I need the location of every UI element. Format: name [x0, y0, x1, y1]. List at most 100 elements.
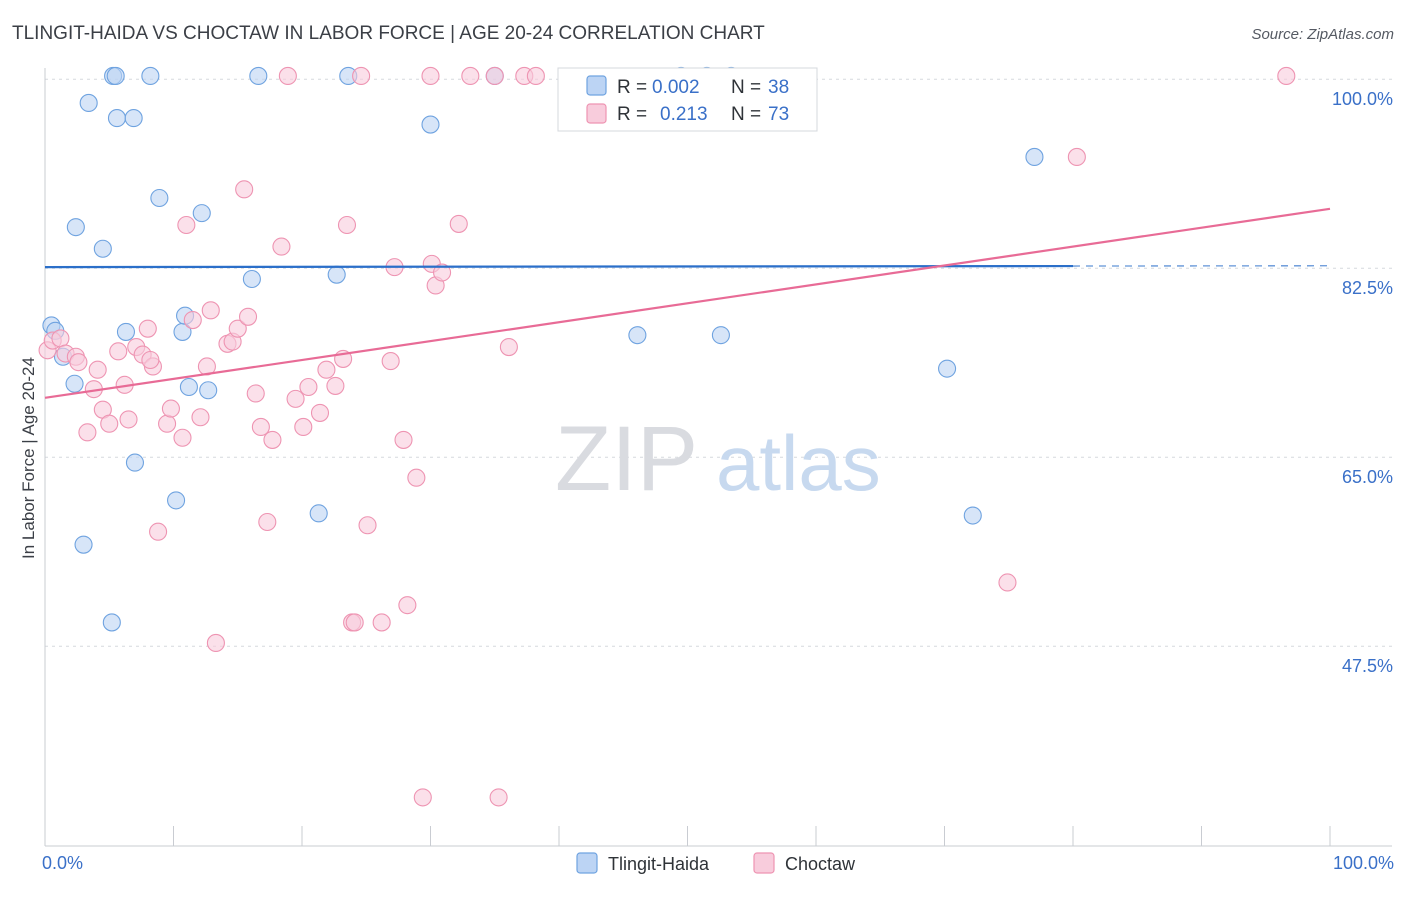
- point-tlingit-haida-10: [103, 614, 120, 631]
- point-choctaw-13: [120, 411, 137, 428]
- point-choctaw-35: [259, 514, 276, 531]
- trend-layer: [45, 209, 1330, 398]
- stats-n-label-choctaw: N =: [731, 104, 766, 125]
- point-choctaw-21: [174, 429, 191, 446]
- point-choctaw-20: [162, 400, 179, 417]
- point-choctaw-6: [79, 424, 96, 441]
- watermark-atlas: atlas: [716, 419, 881, 507]
- y-tick-label-0: 100.0%: [1332, 89, 1393, 109]
- stats-r-value-tlingit-haida: 0.002: [652, 77, 700, 98]
- point-tlingit-haida-3: [66, 375, 83, 392]
- point-choctaw-63: [486, 67, 503, 84]
- point-tlingit-haida-15: [142, 67, 159, 84]
- point-choctaw-49: [359, 517, 376, 534]
- point-tlingit-haida-35: [939, 360, 956, 377]
- point-choctaw-22: [178, 217, 195, 234]
- point-choctaw-67: [527, 67, 544, 84]
- stats-r-value-choctaw: 0.213: [660, 104, 708, 125]
- trend-line-tlingit-haida: [45, 266, 1073, 267]
- point-choctaw-5: [70, 354, 87, 371]
- point-tlingit-haida-12: [117, 323, 134, 340]
- point-choctaw-19: [159, 415, 176, 432]
- point-choctaw-68: [346, 614, 363, 631]
- trend-line-choctaw: [45, 209, 1330, 398]
- stats-n-value-choctaw: 73: [768, 104, 789, 125]
- point-tlingit-haida-23: [243, 271, 260, 288]
- point-choctaw-24: [192, 409, 209, 426]
- point-choctaw-59: [422, 67, 439, 84]
- stats-r-label-choctaw: R =: [617, 104, 652, 125]
- point-choctaw-23: [184, 312, 201, 329]
- stats-r-label-tlingit-haida: R =: [617, 77, 652, 98]
- point-choctaw-40: [295, 418, 312, 435]
- point-tlingit-haida-6: [80, 94, 97, 111]
- point-choctaw-61: [450, 215, 467, 232]
- point-choctaw-37: [273, 238, 290, 255]
- stats-n-label-tlingit-haida: N =: [731, 77, 766, 98]
- point-tlingit-haida-11: [108, 110, 125, 127]
- point-tlingit-haida-28: [422, 116, 439, 133]
- point-tlingit-haida-21: [193, 205, 210, 222]
- point-tlingit-haida-34: [712, 327, 729, 344]
- point-choctaw-43: [318, 361, 335, 378]
- point-choctaw-70: [1068, 148, 1085, 165]
- y-tick-label-3: 47.5%: [1342, 656, 1393, 676]
- point-choctaw-41: [300, 379, 317, 396]
- point-tlingit-haida-22: [200, 382, 217, 399]
- point-choctaw-71: [1278, 67, 1295, 84]
- point-choctaw-72: [142, 352, 159, 369]
- stats-n-value-tlingit-haida: 38: [768, 77, 789, 98]
- point-choctaw-55: [408, 469, 425, 486]
- stats-swatch-tlingit-haida: [587, 76, 606, 95]
- y-tick-label-1: 82.5%: [1342, 278, 1393, 298]
- point-choctaw-26: [202, 302, 219, 319]
- point-choctaw-65: [500, 339, 517, 356]
- point-choctaw-16: [139, 320, 156, 337]
- point-tlingit-haida-16: [151, 190, 168, 207]
- point-choctaw-42: [311, 404, 328, 421]
- point-choctaw-69: [999, 574, 1016, 591]
- watermark-zip: ZIP: [555, 408, 698, 510]
- point-choctaw-27: [207, 634, 224, 651]
- point-choctaw-64: [490, 789, 507, 806]
- watermark: ZIP atlas: [555, 408, 881, 510]
- point-choctaw-2: [52, 330, 69, 347]
- point-choctaw-8: [89, 361, 106, 378]
- point-tlingit-haida-4: [67, 219, 84, 236]
- series-legend: Tlingit-Haida Choctaw: [577, 853, 856, 874]
- point-tlingit-haida-24: [250, 67, 267, 84]
- point-choctaw-18: [150, 523, 167, 540]
- point-choctaw-62: [462, 67, 479, 84]
- point-choctaw-56: [414, 789, 431, 806]
- chart-title: TLINGIT-HAIDA VS CHOCTAW IN LABOR FORCE …: [12, 23, 765, 44]
- stats-swatch-choctaw: [587, 104, 606, 123]
- point-tlingit-haida-20: [180, 379, 197, 396]
- point-choctaw-50: [373, 614, 390, 631]
- point-tlingit-haida-17: [168, 492, 185, 509]
- point-tlingit-haida-36: [964, 507, 981, 524]
- point-choctaw-53: [395, 431, 412, 448]
- point-choctaw-54: [399, 597, 416, 614]
- x-tick-label-right: 100.0%: [1333, 853, 1394, 873]
- point-choctaw-48: [353, 67, 370, 84]
- point-choctaw-39: [287, 390, 304, 407]
- point-choctaw-36: [264, 431, 281, 448]
- point-tlingit-haida-5: [75, 536, 92, 553]
- legend-label-choctaw: Choctaw: [785, 854, 856, 874]
- legend-swatch-tlingit-haida: [577, 853, 597, 873]
- legend-swatch-choctaw: [754, 853, 774, 873]
- chart-source: Source: ZipAtlas.com: [1251, 26, 1394, 43]
- x-tick-label-left: 0.0%: [42, 853, 83, 873]
- point-choctaw-51: [382, 353, 399, 370]
- point-tlingit-haida-13: [125, 110, 142, 127]
- y-tick-label-2: 65.0%: [1342, 467, 1393, 487]
- point-choctaw-10: [101, 415, 118, 432]
- point-choctaw-11: [110, 343, 127, 360]
- point-choctaw-33: [247, 385, 264, 402]
- point-choctaw-44: [327, 377, 344, 394]
- point-tlingit-haida-30: [629, 327, 646, 344]
- point-choctaw-32: [240, 308, 257, 325]
- point-tlingit-haida-37: [1026, 148, 1043, 165]
- point-tlingit-haida-9: [107, 67, 124, 84]
